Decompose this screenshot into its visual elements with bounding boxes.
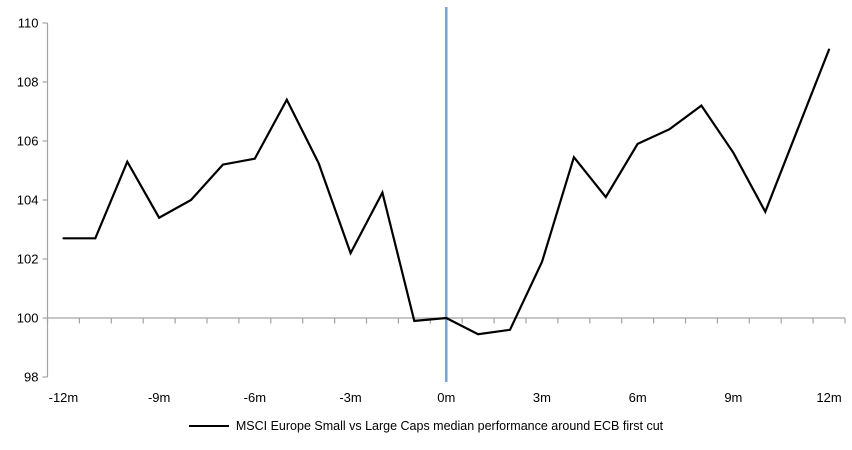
y-tick-label: 98 bbox=[24, 370, 38, 385]
x-tick-label: -3m bbox=[339, 390, 361, 405]
x-tick-label: 6m bbox=[629, 390, 647, 405]
x-tick-label: 12m bbox=[816, 390, 841, 405]
x-tick-label: 0m bbox=[437, 390, 455, 405]
y-tick-label: 110 bbox=[18, 16, 39, 31]
legend-label: MSCI Europe Small vs Large Caps median p… bbox=[235, 419, 664, 433]
y-tick-label: 104 bbox=[17, 193, 39, 208]
x-tick-label: 9m bbox=[724, 390, 742, 405]
y-tick-label: 106 bbox=[17, 134, 39, 149]
series-line bbox=[62, 48, 831, 336]
x-tick-label: -12m bbox=[49, 390, 79, 405]
y-tick-label: 102 bbox=[17, 252, 39, 267]
y-tick-label: 100 bbox=[17, 311, 39, 326]
legend-line-sample bbox=[188, 425, 229, 427]
x-tick-label: 3m bbox=[533, 390, 551, 405]
x-tick-label: -9m bbox=[148, 390, 170, 405]
y-tick-label: 108 bbox=[17, 75, 39, 90]
x-tick-label: -6m bbox=[244, 390, 266, 405]
legend: MSCI Europe Small vs Large Caps median p… bbox=[0, 416, 852, 436]
